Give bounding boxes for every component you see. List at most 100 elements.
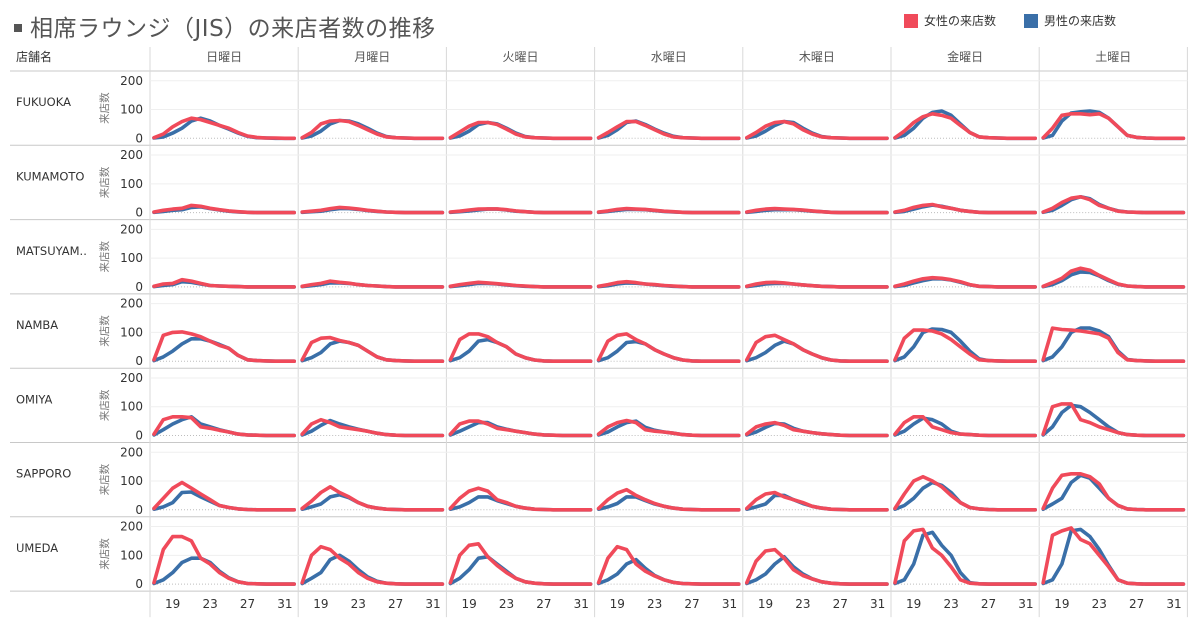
series-line-female xyxy=(893,112,1037,141)
series-line-female xyxy=(300,335,445,364)
series-line-female xyxy=(893,275,1037,289)
series-line-female xyxy=(152,203,297,215)
x-tick-label: 23 xyxy=(499,597,514,611)
series-line-female xyxy=(1041,326,1186,364)
series-line-female xyxy=(893,474,1037,512)
series-line-male xyxy=(1041,473,1186,512)
day-header-4: 木曜日 xyxy=(799,50,835,64)
chart-title: 相席ラウンジ（JIS）の来店者数の推移 xyxy=(30,16,436,42)
series-line-female xyxy=(300,205,445,215)
chart-title-row: 相席ラウンジ（JIS）の来店者数の推移 xyxy=(14,8,436,44)
store-label-4: OMIYA xyxy=(16,392,52,406)
series-line-male xyxy=(893,530,1037,586)
y-tick-label: 100 xyxy=(120,400,143,414)
legend-label-male: 男性の来店数 xyxy=(1043,14,1116,28)
series-line-male xyxy=(152,336,297,364)
series-line-female xyxy=(1041,266,1186,289)
x-tick-label: 27 xyxy=(1129,597,1144,611)
series-line-female xyxy=(893,202,1037,215)
store-label-5: SAPPORO xyxy=(16,467,71,481)
series-line-female xyxy=(448,541,593,586)
series-line-male xyxy=(893,109,1037,141)
series-line-female xyxy=(596,332,741,364)
y-tick-label: 200 xyxy=(120,297,143,311)
y-tick-label: 200 xyxy=(120,74,143,88)
y-axis-title: 来店数 xyxy=(98,166,111,198)
series-line-female xyxy=(893,527,1037,586)
series-line-female xyxy=(300,118,445,141)
series-line-female xyxy=(448,332,593,364)
x-tick-label: 23 xyxy=(351,597,366,611)
day-header-0: 日曜日 xyxy=(206,50,242,64)
series-line-female xyxy=(744,206,889,215)
x-tick-label: 31 xyxy=(425,597,440,611)
series-line-female xyxy=(300,279,445,289)
x-tick-label: 19 xyxy=(610,597,625,611)
series-line-female xyxy=(893,414,1037,438)
series-line-female xyxy=(596,279,741,289)
y-tick-label: 100 xyxy=(120,325,143,339)
y-tick-label: 200 xyxy=(120,148,143,162)
day-header-5: 金曜日 xyxy=(947,49,983,64)
series-line-female xyxy=(152,480,297,512)
series-line-female xyxy=(448,419,593,438)
series-line-male xyxy=(152,556,297,586)
series-line-female xyxy=(744,333,889,364)
series-line-male xyxy=(448,337,593,364)
y-tick-label: 200 xyxy=(120,222,143,236)
day-header-3: 水曜日 xyxy=(651,50,687,64)
x-tick-label: 31 xyxy=(722,597,737,611)
y-tick-label: 100 xyxy=(120,474,143,488)
x-tick-label: 23 xyxy=(795,597,810,611)
x-tick-label: 19 xyxy=(1054,597,1069,611)
x-tick-label: 27 xyxy=(833,597,848,611)
day-header-6: 土曜日 xyxy=(1095,50,1131,64)
series-line-female xyxy=(744,547,889,586)
series-line-female xyxy=(1041,402,1186,438)
series-line-female xyxy=(596,544,741,586)
series-line-female xyxy=(744,490,889,512)
series-line-female xyxy=(448,207,593,215)
y-axis-title: 来店数 xyxy=(98,389,111,421)
legend-item-female[interactable]: 女性の来店数 xyxy=(903,12,996,29)
x-tick-label: 31 xyxy=(1166,597,1181,611)
y-axis-title: 来店数 xyxy=(98,463,111,495)
store-label-1: KUMAMOTO xyxy=(16,169,85,183)
series-line-female xyxy=(744,280,889,289)
series-line-female xyxy=(596,418,741,438)
y-tick-label: 200 xyxy=(120,371,143,385)
x-tick-label: 19 xyxy=(165,597,180,611)
y-tick-label: 100 xyxy=(120,251,143,265)
series-line-female xyxy=(1041,526,1186,586)
series-line-female xyxy=(1041,112,1186,141)
legend-item-male[interactable]: 男性の来店数 xyxy=(1023,12,1116,29)
x-tick-label: 27 xyxy=(684,597,699,611)
y-tick-label: 0 xyxy=(135,503,143,517)
series-line-female xyxy=(300,544,445,586)
series-line-male xyxy=(596,339,741,364)
y-axis-title: 来店数 xyxy=(98,92,111,124)
store-label-6: UMEDA xyxy=(16,541,58,555)
y-tick-label: 0 xyxy=(135,131,143,145)
series-line-female xyxy=(1041,195,1186,215)
series-line-female xyxy=(596,206,741,215)
x-tick-label: 19 xyxy=(758,597,773,611)
y-tick-label: 200 xyxy=(120,445,143,459)
series-line-male xyxy=(744,339,889,364)
series-line-female xyxy=(744,420,889,438)
series-line-female xyxy=(1041,471,1186,512)
x-tick-label: 27 xyxy=(388,597,403,611)
x-tick-label: 23 xyxy=(1092,597,1107,611)
day-header-1: 月曜日 xyxy=(354,50,390,64)
series-line-female xyxy=(152,414,297,438)
series-line-female xyxy=(152,330,297,364)
y-tick-label: 0 xyxy=(135,429,143,443)
y-tick-label: 100 xyxy=(120,177,143,191)
x-tick-label: 23 xyxy=(943,597,958,611)
series-line-female xyxy=(152,116,297,141)
series-line-female xyxy=(448,120,593,141)
x-tick-label: 31 xyxy=(277,597,292,611)
x-tick-label: 23 xyxy=(647,597,662,611)
y-tick-label: 100 xyxy=(120,103,143,117)
series-line-female xyxy=(596,487,741,512)
